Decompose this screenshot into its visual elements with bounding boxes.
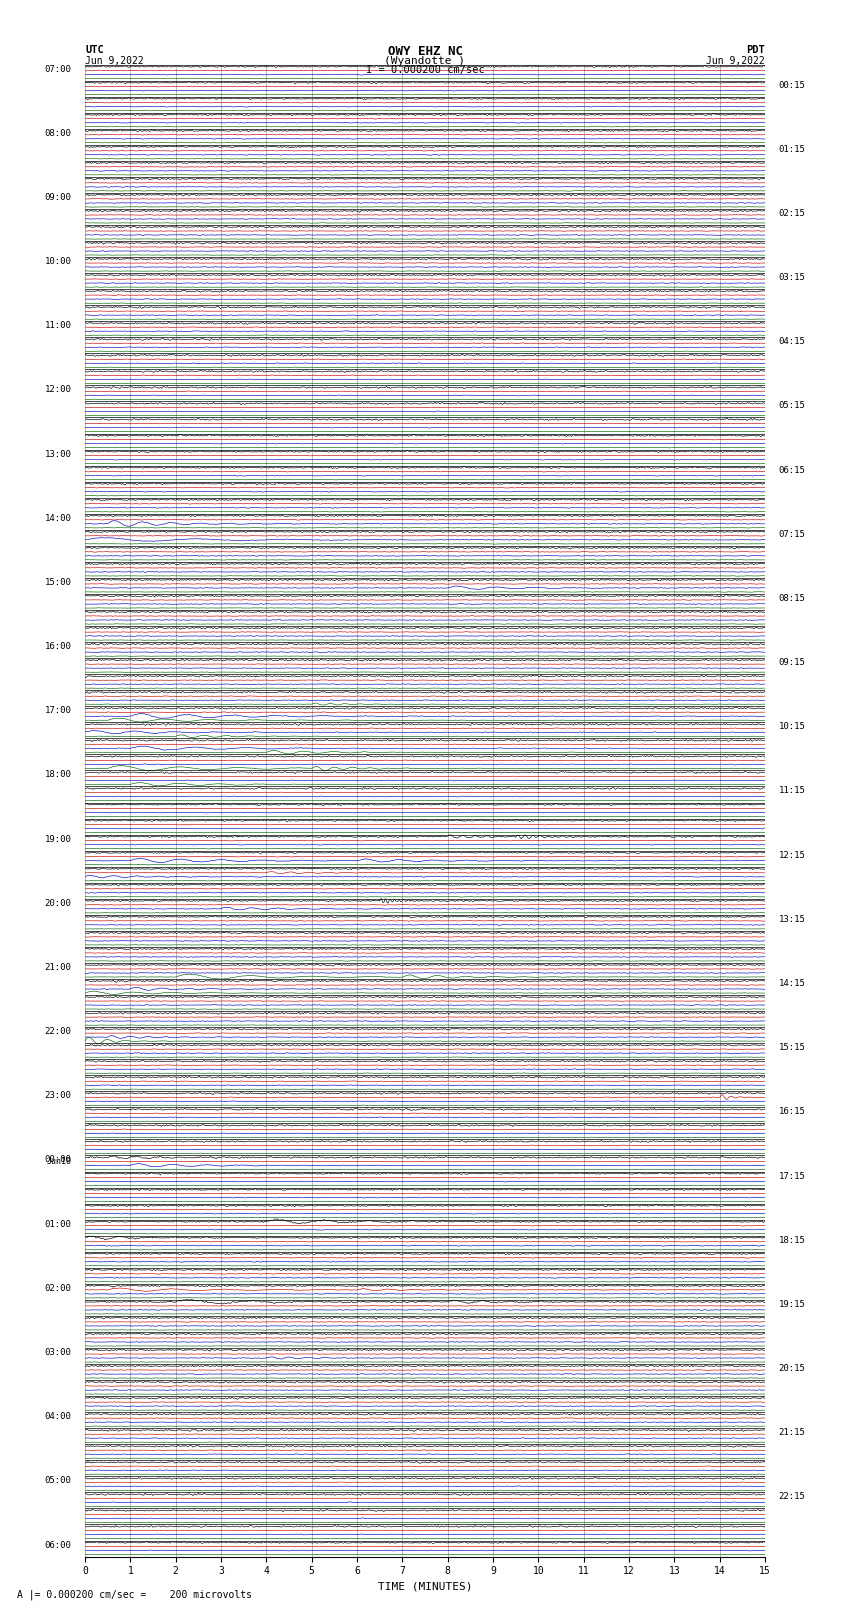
- Text: 11:00: 11:00: [44, 321, 71, 331]
- Text: 04:15: 04:15: [779, 337, 806, 347]
- Text: 22:15: 22:15: [779, 1492, 806, 1502]
- Text: 05:15: 05:15: [779, 402, 806, 410]
- Text: 01:00: 01:00: [44, 1219, 71, 1229]
- Text: Jun10: Jun10: [47, 1158, 71, 1166]
- Text: 17:00: 17:00: [44, 706, 71, 715]
- Text: 07:00: 07:00: [44, 65, 71, 74]
- Text: Jun 9,2022: Jun 9,2022: [706, 56, 765, 66]
- Text: 02:15: 02:15: [779, 210, 806, 218]
- Text: 02:00: 02:00: [44, 1284, 71, 1292]
- Text: 15:15: 15:15: [779, 1044, 806, 1052]
- X-axis label: TIME (MINUTES): TIME (MINUTES): [377, 1582, 473, 1592]
- Text: 19:15: 19:15: [779, 1300, 806, 1308]
- Text: 21:15: 21:15: [779, 1428, 806, 1437]
- Text: Jun 9,2022: Jun 9,2022: [85, 56, 144, 66]
- Text: 23:00: 23:00: [44, 1092, 71, 1100]
- Text: 07:15: 07:15: [779, 529, 806, 539]
- Text: 14:15: 14:15: [779, 979, 806, 989]
- Text: PDT: PDT: [746, 45, 765, 55]
- Text: 19:00: 19:00: [44, 834, 71, 844]
- Text: 14:00: 14:00: [44, 513, 71, 523]
- Text: 06:15: 06:15: [779, 466, 806, 474]
- Text: 05:00: 05:00: [44, 1476, 71, 1486]
- Text: 00:15: 00:15: [779, 81, 806, 90]
- Text: I = 0.000200 cm/sec: I = 0.000200 cm/sec: [366, 65, 484, 76]
- Text: UTC: UTC: [85, 45, 104, 55]
- Text: 10:00: 10:00: [44, 256, 71, 266]
- Text: 09:00: 09:00: [44, 194, 71, 202]
- Text: 09:15: 09:15: [779, 658, 806, 668]
- Text: 08:00: 08:00: [44, 129, 71, 137]
- Text: 06:00: 06:00: [44, 1540, 71, 1550]
- Text: 03:00: 03:00: [44, 1348, 71, 1357]
- Text: 03:15: 03:15: [779, 273, 806, 282]
- Text: 22:00: 22:00: [44, 1027, 71, 1036]
- Text: 08:15: 08:15: [779, 594, 806, 603]
- Text: 12:15: 12:15: [779, 850, 806, 860]
- Text: 12:00: 12:00: [44, 386, 71, 395]
- Text: 00:00: 00:00: [44, 1155, 71, 1165]
- Text: A |= 0.000200 cm/sec =    200 microvolts: A |= 0.000200 cm/sec = 200 microvolts: [17, 1589, 252, 1600]
- Text: 16:00: 16:00: [44, 642, 71, 652]
- Text: 17:15: 17:15: [779, 1171, 806, 1181]
- Text: 10:15: 10:15: [779, 723, 806, 731]
- Text: 18:15: 18:15: [779, 1236, 806, 1245]
- Text: 18:00: 18:00: [44, 771, 71, 779]
- Text: 04:00: 04:00: [44, 1411, 71, 1421]
- Text: 13:15: 13:15: [779, 915, 806, 924]
- Text: 15:00: 15:00: [44, 577, 71, 587]
- Text: 13:00: 13:00: [44, 450, 71, 458]
- Text: OWY EHZ NC: OWY EHZ NC: [388, 45, 462, 58]
- Text: 11:15: 11:15: [779, 787, 806, 795]
- Text: (Wyandotte ): (Wyandotte ): [384, 56, 466, 66]
- Text: 16:15: 16:15: [779, 1108, 806, 1116]
- Text: 01:15: 01:15: [779, 145, 806, 153]
- Text: 20:15: 20:15: [779, 1365, 806, 1373]
- Text: 20:00: 20:00: [44, 898, 71, 908]
- Text: 21:00: 21:00: [44, 963, 71, 973]
